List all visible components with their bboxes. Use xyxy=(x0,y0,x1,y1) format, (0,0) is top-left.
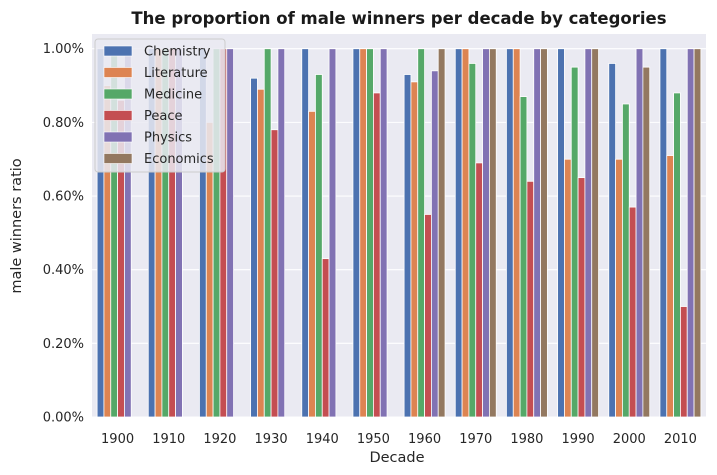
x-tick-label: 1920 xyxy=(203,432,236,447)
x-tick-label: 1960 xyxy=(408,432,441,447)
x-tick-label: 1970 xyxy=(459,432,492,447)
legend-swatch xyxy=(103,67,133,78)
bar-literature xyxy=(359,48,367,418)
bar-literature xyxy=(512,48,521,418)
y-tick-label: 0.80% xyxy=(43,116,84,131)
chart-title: The proportion of male winners per decad… xyxy=(131,9,666,28)
bar-literature xyxy=(461,48,470,418)
y-axis-label: male winners ratio xyxy=(9,158,25,293)
bar-peace xyxy=(475,162,483,418)
bar-literature xyxy=(308,110,316,418)
bar-physics xyxy=(533,48,541,418)
x-tick-label: 1910 xyxy=(152,432,185,447)
bar-chemistry xyxy=(557,48,565,418)
bar-peace xyxy=(526,180,535,418)
bar-physics xyxy=(277,48,286,418)
bar-literature xyxy=(257,88,265,418)
legend-swatch xyxy=(103,131,133,143)
legend-label: Physics xyxy=(144,131,192,146)
y-tick-label: 0.60% xyxy=(43,190,84,205)
bar-literature xyxy=(564,158,572,418)
x-tick-labels: 1900 1910 1920 1930 1940 1950 1960 1970 1980 1990… xyxy=(101,432,697,447)
bar-peace xyxy=(270,129,279,418)
bars xyxy=(96,48,702,418)
x-tick-label: 1940 xyxy=(306,432,339,447)
y-tick-label: 0.20% xyxy=(43,337,84,352)
bar-chemistry xyxy=(659,48,668,418)
legend-swatch xyxy=(103,45,133,57)
bar-physics xyxy=(431,70,439,418)
legend-swatch xyxy=(103,153,133,164)
bar-economics xyxy=(437,48,446,418)
bar-chemistry xyxy=(454,48,463,418)
gridlines xyxy=(92,48,706,418)
bar-chemistry xyxy=(403,74,412,418)
x-tick-label: 1930 xyxy=(255,432,288,447)
x-tick-label: 1990 xyxy=(562,432,595,447)
x-axis-label: Decade xyxy=(369,450,424,466)
bar-economics xyxy=(642,66,651,418)
bar-chemistry xyxy=(250,77,258,418)
bar-medicine xyxy=(622,103,630,418)
legend: Chemistry Literature Medicine Peace Physics E… xyxy=(94,38,226,173)
bar-medicine xyxy=(366,48,374,418)
bar-medicine xyxy=(263,48,272,418)
bar-medicine xyxy=(468,63,477,418)
bar-physics xyxy=(635,48,644,418)
bar-physics xyxy=(328,48,337,418)
y-tick-label: 1.00% xyxy=(43,42,84,57)
bar-literature xyxy=(615,158,623,418)
bar-physics xyxy=(226,48,234,418)
bar-peace xyxy=(628,206,637,418)
bar-physics xyxy=(482,48,490,418)
bar-economics xyxy=(540,48,548,418)
legend-swatch xyxy=(103,88,133,100)
x-tick-label: 1980 xyxy=(510,432,543,447)
bar-chemistry xyxy=(352,48,361,418)
legend-label: Chemistry xyxy=(144,45,211,60)
x-tick-label: 1900 xyxy=(101,432,134,447)
bar-physics xyxy=(379,48,388,418)
bar-medicine xyxy=(570,66,579,418)
legend-swatch xyxy=(103,110,133,121)
x-tick-label: 2010 xyxy=(664,432,697,447)
bar-literature xyxy=(410,81,419,418)
bar-medicine xyxy=(673,92,681,418)
y-tick-label: 0.00% xyxy=(43,411,84,426)
bar-peace xyxy=(577,177,586,418)
x-tick-label: 1950 xyxy=(357,432,390,447)
legend-label: Medicine xyxy=(144,88,202,103)
bar-physics xyxy=(686,48,695,418)
legend-label: Peace xyxy=(144,109,183,124)
bar-peace xyxy=(321,258,330,418)
legend-label: Literature xyxy=(144,66,208,81)
bar-medicine xyxy=(315,74,323,418)
bar-economics xyxy=(488,48,497,418)
bar-medicine xyxy=(519,96,528,418)
bar-literature xyxy=(666,155,674,418)
bar-peace xyxy=(424,214,432,418)
bar-chemistry xyxy=(506,48,514,418)
x-tick-label: 2000 xyxy=(613,432,646,447)
bar-peace xyxy=(373,92,381,418)
bar-physics xyxy=(584,48,593,418)
bar-economics xyxy=(591,48,599,418)
bar-chemistry xyxy=(301,48,310,418)
bar-peace xyxy=(680,306,688,418)
bar-medicine xyxy=(417,48,425,418)
bar-chemistry xyxy=(608,63,617,418)
bar-economics xyxy=(693,48,702,418)
legend-label: Economics xyxy=(144,152,214,167)
y-tick-label: 0.40% xyxy=(43,263,84,278)
y-tick-labels: 0.00% 0.20% 0.40% 0.60% 0.80% 1.00% xyxy=(43,42,84,425)
